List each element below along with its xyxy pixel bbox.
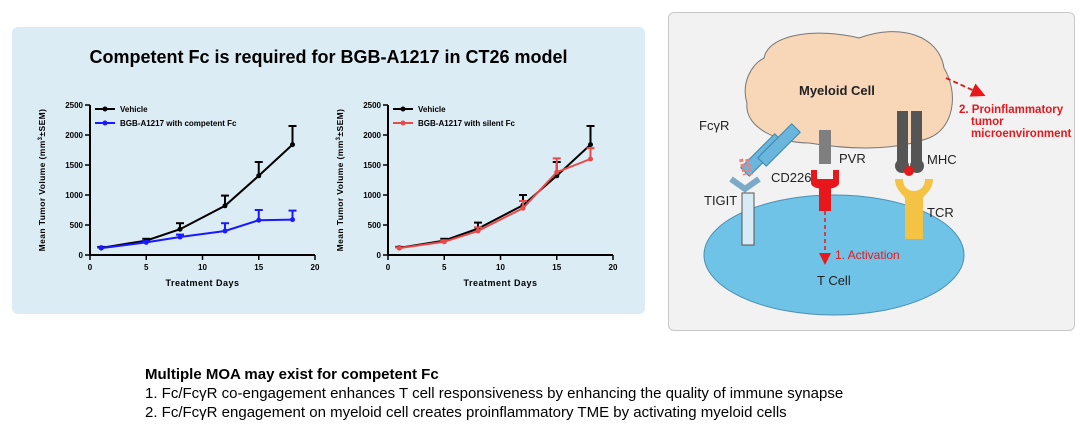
x-tick-label: 20 <box>311 263 320 272</box>
x-axis-label: Treatment Days <box>165 278 239 288</box>
proinflam-label-2: tumor <box>971 116 1004 128</box>
data-point <box>256 217 262 223</box>
x-tick-label: 20 <box>609 263 618 272</box>
series-line-2 <box>399 158 591 250</box>
data-point <box>475 228 481 234</box>
x-tick-label: 5 <box>442 263 447 272</box>
x-tick-label: 0 <box>386 263 391 272</box>
legend-label-1: Vehicle <box>418 105 446 114</box>
data-point <box>222 228 228 234</box>
chart-competent-fc: 0 500 1000 1500 2000 2500 0 5 10 15 20 Treatment Da… <box>37 101 320 288</box>
data-point <box>554 169 560 175</box>
data-point <box>520 205 526 211</box>
y-tick-label: 500 <box>70 221 84 230</box>
t-cell-shape <box>703 194 965 316</box>
activation-label: 1. Activation <box>835 248 900 262</box>
y-tick-label: 1500 <box>363 161 381 170</box>
x-tick-label: 10 <box>496 263 505 272</box>
moa-item-2: 2. Fc/FcγR engagement on myeloid cell cr… <box>145 404 787 421</box>
y-axis-label: Mean Tumor Volume (mm3±SEM) <box>37 109 47 252</box>
data-point <box>588 156 593 162</box>
t-cell-label: T Cell <box>817 273 851 288</box>
y-axis-label: Mean Tumor Volume (mm3±SEM) <box>335 109 345 252</box>
series-line-2 <box>101 218 293 250</box>
data-point <box>256 173 262 179</box>
tcr-label: TCR <box>927 205 954 220</box>
data-point <box>98 245 104 251</box>
mechanism-diagram: Myeloid Cell FcγR TIGIT CD226 PVR MHC TC… <box>699 31 1071 316</box>
series-line-1 <box>399 143 592 249</box>
y-tick-label: 0 <box>79 251 84 260</box>
data-point <box>177 226 183 232</box>
y-tick-label: 1000 <box>65 191 83 200</box>
x-tick-label: 5 <box>144 263 149 272</box>
series-line-1 <box>101 143 294 249</box>
data-point <box>143 239 149 245</box>
cd226-label: CD226 <box>771 170 811 185</box>
y-tick-label: 2000 <box>65 131 83 140</box>
data-point <box>290 217 295 223</box>
legend-marker-1 <box>400 106 406 112</box>
moa-notes: Multiple MOA may exist for competent Fc … <box>145 365 843 422</box>
y-tick-label: 500 <box>368 221 382 230</box>
y-tick-label: 1500 <box>65 161 83 170</box>
legend-label-2: BGB-A1217 with competent Fc <box>120 119 237 128</box>
mechanism-diagram-panel: Myeloid Cell FcγR TIGIT CD226 PVR MHC TC… <box>668 12 1075 331</box>
pvr-label: PVR <box>839 151 866 166</box>
data-point <box>441 239 447 245</box>
mhc-tcr-pair <box>895 111 933 239</box>
legend-marker-2 <box>102 120 108 126</box>
data-point <box>588 142 593 148</box>
y-tick-label: 2500 <box>363 101 381 110</box>
y-tick-label: 0 <box>377 251 382 260</box>
x-axis-label: Treatment Days <box>463 278 537 288</box>
proinflam-label-1: 2. Proinflammatory <box>959 104 1064 116</box>
proinflam-label-3: microenvironment <box>971 128 1071 140</box>
data-point <box>290 142 295 148</box>
data-point <box>177 234 183 240</box>
chart-panel <box>12 27 645 314</box>
y-tick-label: 2500 <box>65 101 83 110</box>
chart-silent-fc: 0 500 1000 1500 2000 2500 0 5 10 15 20 Treatment Da… <box>335 101 618 288</box>
fcgr-label: FcγR <box>699 118 729 133</box>
data-point <box>396 245 402 251</box>
pvr-cd226-pair <box>811 130 839 265</box>
x-tick-label: 15 <box>552 263 561 272</box>
x-tick-label: 10 <box>198 263 207 272</box>
y-tick-label: 2000 <box>363 131 381 140</box>
x-tick-label: 0 <box>88 263 93 272</box>
legend-label-1: Vehicle <box>120 105 148 114</box>
legend-marker-1 <box>102 106 108 112</box>
chart-panel-title: Competent Fc is required for BGB-A1217 i… <box>89 47 568 67</box>
moa-item-1: 1. Fc/FcγR co-engagement enhances T cell… <box>145 385 844 402</box>
moa-heading: Multiple MOA may exist for competent Fc <box>145 366 439 383</box>
tigit-label: TIGIT <box>704 193 737 208</box>
fcgr-receptor <box>729 123 801 246</box>
y-tick-label: 1000 <box>363 191 381 200</box>
legend-label-2: BGB-A1217 with silent Fc <box>418 119 515 128</box>
x-tick-label: 15 <box>254 263 263 272</box>
myeloid-cell-label: Myeloid Cell <box>799 83 875 98</box>
mhc-label: MHC <box>927 152 957 167</box>
data-point <box>222 203 228 209</box>
legend-marker-2 <box>400 120 406 126</box>
